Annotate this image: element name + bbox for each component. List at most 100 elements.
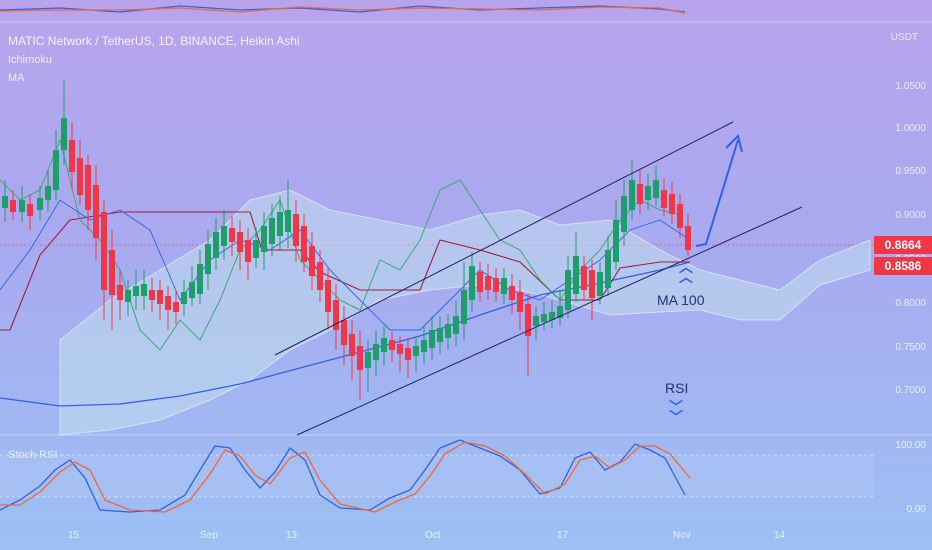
stoch-level-high: 100.00 [895,440,926,451]
x-tick-label: 15 [68,530,80,541]
x-tick-label: 17 [557,530,569,541]
candle-up [133,286,139,296]
candle-down [173,302,179,312]
candle-down [685,226,691,250]
x-tick-label: Sep [200,530,218,541]
candle-up [37,198,43,210]
price-badge-current: 0.8664 [874,236,932,254]
candle-up [277,212,283,236]
candle-up [597,272,603,296]
channel-lower-line [296,206,803,436]
x-tick-label: 13 [286,530,298,541]
candle-down [341,320,347,345]
stoch-d-line [0,441,691,513]
candle-up [221,226,227,246]
candle-up [421,340,427,352]
candle-up [613,220,619,262]
candle-down [637,184,643,204]
rsi-annotation: RSI [665,380,689,396]
y-tick-label: 0.7500 [895,342,926,353]
candle-down [517,292,523,312]
x-tick-label: 14 [774,530,786,541]
price-badge-ma: 0.8586 [874,257,932,275]
channel-upper-line [274,121,734,356]
candle-down [349,334,355,356]
candle-up [437,328,443,342]
candle-up [253,240,259,258]
candles [2,80,691,400]
chart-title: MATIC Network / TetherUS, 1D, BINANCE, H… [8,34,300,48]
candle-up [605,250,611,288]
candle-up [453,316,459,334]
candle-down [493,278,499,292]
candle-down [477,272,483,292]
candle-up [2,196,8,208]
candle-up [429,330,435,348]
candle-down [589,270,595,298]
candle-down [405,348,411,360]
x-tick-label: Oct [425,530,441,541]
candle-down [389,340,395,350]
top-indicator-d [0,6,686,14]
ichimoku-label[interactable]: Ichimoku [8,54,53,66]
candle-up [445,324,451,338]
stoch-band [0,455,875,497]
arrow-head-icon [725,134,743,153]
candle-down [109,250,115,295]
ma-100-annotation: MA 100 [657,292,705,308]
candle-down [117,285,123,300]
candle-down [677,204,683,228]
candle-down [149,290,155,300]
y-tick-label: 0.9000 [895,210,926,221]
candle-up [261,226,267,252]
candle-down [77,158,83,195]
x-tick-label: Nov [673,530,691,541]
projection-arrow [695,139,739,247]
chevron-down-icon: ﹀ ﹀ [669,399,683,425]
currency-label: USDT [890,32,918,43]
candle-up [469,266,475,300]
candle-down [245,240,251,262]
candle-down [525,304,531,336]
candle-up [189,282,195,298]
candle-up [413,346,419,356]
candle-up [541,314,547,322]
candle-down [93,185,99,238]
candle-up [181,292,187,304]
stoch-rsi-label: Stoch RSI [8,449,58,461]
candle-up [573,256,579,294]
candle-up [629,180,635,210]
candle-up [197,264,203,294]
stoch-rsi-panel [0,5,691,513]
y-tick-label: 1.0500 [895,81,926,92]
candle-down [669,194,675,214]
candle-up [461,290,467,324]
candle-up [269,218,275,244]
candle-down [581,266,587,290]
candle-up [549,312,555,320]
candle-down [485,276,491,290]
candle-down [69,140,75,172]
candle-up [621,196,627,232]
y-tick-label: 0.9500 [895,166,926,177]
candle-down [85,165,91,210]
candle-up [213,232,219,258]
chevron-up-icon: ︿ ︿ [679,259,693,285]
candle-down [157,290,163,304]
candle-up [653,180,659,198]
candle-up [285,210,291,232]
candle-up [205,244,211,274]
candle-up [61,118,67,150]
candle-down [27,204,33,216]
candle-down [397,344,403,354]
candle-up [53,150,59,190]
candle-up [533,316,539,326]
candle-up [125,290,131,302]
stoch-k-line [0,439,686,513]
candle-up [141,284,147,296]
ma-label[interactable]: MA [8,72,25,84]
candle-down [165,296,171,310]
candle-down [229,228,235,242]
